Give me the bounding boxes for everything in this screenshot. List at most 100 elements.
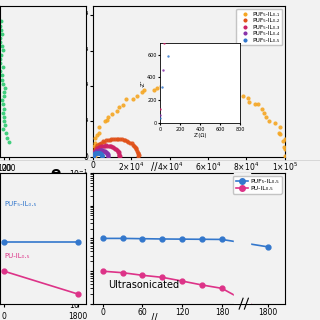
- Point: [90, 153, 95, 158]
- Point: [0, 52, 4, 57]
- Point: [95, 150, 100, 155]
- Point: [4, 131, 9, 136]
- Point: [151, 88, 156, 93]
- Point: [91, 153, 96, 158]
- Point: [121, 138, 126, 143]
- Point: [95, 150, 100, 155]
- Point: [91, 150, 96, 155]
- Point: [91, 151, 96, 156]
- Point: [93, 153, 98, 158]
- Point: [281, 139, 286, 144]
- Point: [97, 151, 102, 156]
- Point: [0, 73, 4, 78]
- Point: [97, 148, 102, 153]
- Point: [167, 84, 172, 89]
- Point: [117, 154, 122, 159]
- Point: [132, 144, 138, 149]
- Point: [94, 150, 99, 156]
- Point: [99, 140, 104, 145]
- Point: [103, 149, 108, 155]
- Point: [98, 148, 103, 153]
- Point: [121, 102, 126, 108]
- Point: [102, 149, 107, 154]
- Point: [90, 154, 95, 159]
- Point: [105, 154, 110, 159]
- Point: [94, 148, 100, 154]
- X-axis label: Z’(Ω): Z’(Ω): [193, 133, 207, 138]
- Point: [0, 56, 3, 61]
- Text: //: //: [151, 313, 158, 320]
- Point: [96, 150, 101, 156]
- Point: [173, 82, 178, 87]
- Point: [97, 141, 102, 147]
- Point: [134, 147, 139, 152]
- Point: [100, 153, 105, 158]
- Point: [3, 85, 8, 90]
- Point: [90, 150, 95, 155]
- Point: [277, 132, 282, 137]
- Point: [112, 146, 117, 151]
- Point: [100, 153, 105, 158]
- Point: [125, 138, 130, 143]
- Point: [0, 98, 4, 103]
- Point: [2, 89, 7, 94]
- Point: [183, 81, 188, 86]
- Point: [95, 145, 100, 150]
- Point: [117, 104, 122, 109]
- Point: [90, 154, 95, 159]
- Point: [0, 19, 3, 24]
- Point: [105, 152, 110, 157]
- Point: [158, 84, 164, 89]
- Point: [101, 148, 107, 154]
- Point: [104, 143, 109, 148]
- Point: [93, 147, 98, 152]
- Point: [95, 146, 100, 151]
- Point: [1, 127, 6, 132]
- Point: [91, 151, 96, 156]
- Point: [92, 148, 97, 154]
- Point: [99, 148, 104, 153]
- Point: [99, 144, 104, 149]
- Point: [202, 84, 207, 89]
- Point: [103, 138, 108, 143]
- Point: [94, 150, 99, 155]
- Point: [105, 151, 110, 156]
- Point: [245, 96, 251, 101]
- Point: [127, 140, 132, 146]
- Point: [105, 143, 110, 148]
- Point: [6, 139, 12, 144]
- Point: [123, 97, 128, 102]
- Point: [282, 153, 287, 158]
- Point: [0, 81, 5, 86]
- Point: [2, 123, 7, 128]
- Point: [98, 144, 103, 149]
- Point: [107, 144, 112, 149]
- Point: [228, 89, 233, 94]
- Point: [107, 137, 112, 142]
- Point: [282, 137, 287, 142]
- Point: [0, 23, 3, 28]
- Point: [94, 144, 99, 149]
- Point: [1, 65, 6, 70]
- Point: [97, 131, 102, 136]
- Legend: PUF₅-IL₀.₅, PU-IL₀.₅: PUF₅-IL₀.₅, PU-IL₀.₅: [233, 176, 282, 194]
- Point: [99, 151, 104, 156]
- Y-axis label: Conductivity (S·cm⁻¹): Conductivity (S·cm⁻¹): [58, 193, 67, 284]
- Point: [95, 148, 100, 153]
- Text: //: //: [151, 162, 158, 172]
- Text: e: e: [51, 166, 61, 181]
- Point: [102, 143, 108, 148]
- Point: [101, 143, 107, 148]
- Point: [106, 115, 111, 120]
- Point: [93, 146, 98, 151]
- Point: [162, 41, 167, 46]
- Point: [116, 149, 121, 154]
- Point: [99, 152, 104, 157]
- Point: [118, 137, 123, 142]
- Point: [91, 149, 96, 155]
- Point: [253, 101, 258, 106]
- Point: [135, 150, 140, 155]
- Point: [91, 152, 96, 157]
- Point: [117, 153, 122, 158]
- Point: [130, 142, 135, 148]
